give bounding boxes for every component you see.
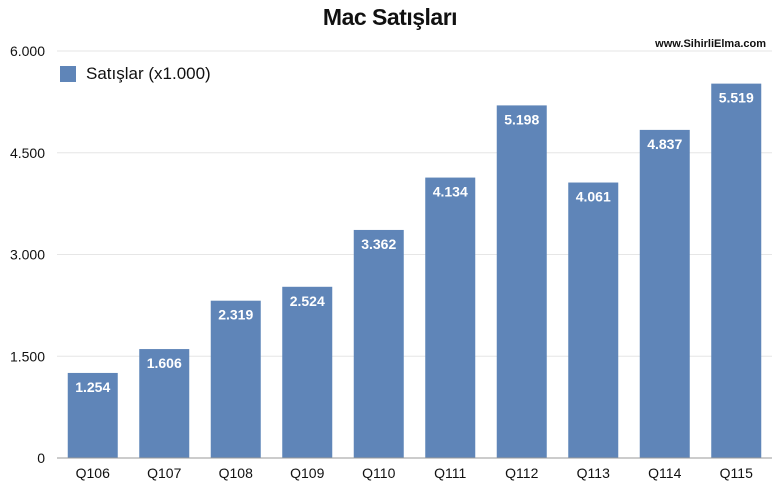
x-tick-label: Q115 [720,465,753,481]
y-tick-label: 6.000 [10,43,45,59]
bar [210,300,261,458]
watermark: www.SihirliElma.com [655,38,766,50]
y-tick-label: 1.500 [10,348,45,364]
x-tick-label: Q114 [648,465,681,481]
x-tick-label: Q110 [362,465,395,481]
data-label: 1.606 [147,355,182,371]
legend: Satışlar (x1.000) [60,64,211,84]
chart-title: Mac Satışları [322,4,458,30]
data-label: 5.519 [719,90,754,106]
data-label: 4.134 [433,184,468,200]
data-label: 3.362 [361,236,396,252]
data-label: 2.319 [218,307,253,323]
data-label: 5.198 [504,111,539,127]
bar [496,105,547,458]
bar [67,372,118,458]
legend-label: Satışlar (x1.000) [86,64,211,83]
y-tick-label: 3.000 [10,247,45,263]
bar [711,83,762,458]
x-tick-label: Q113 [577,465,610,481]
data-label: 2.524 [290,293,325,309]
bar [425,177,476,458]
y-tick-label: 0 [37,450,45,466]
y-tick-label: 4.500 [10,145,45,161]
x-tick-label: Q111 [434,465,466,481]
x-tick-label: Q109 [290,465,324,481]
bar [139,349,190,458]
data-label: 4.837 [647,136,682,152]
x-tick-label: Q107 [147,465,181,481]
x-tick-label: Q108 [219,465,253,481]
data-label: 4.061 [576,189,611,205]
bar [639,129,690,458]
data-label: 1.254 [75,379,110,395]
x-tick-label: Q106 [76,465,110,481]
bar [282,286,333,458]
bar [353,229,404,458]
legend-swatch [60,66,76,82]
x-tick-label: Q112 [505,465,538,481]
bar [568,182,619,458]
